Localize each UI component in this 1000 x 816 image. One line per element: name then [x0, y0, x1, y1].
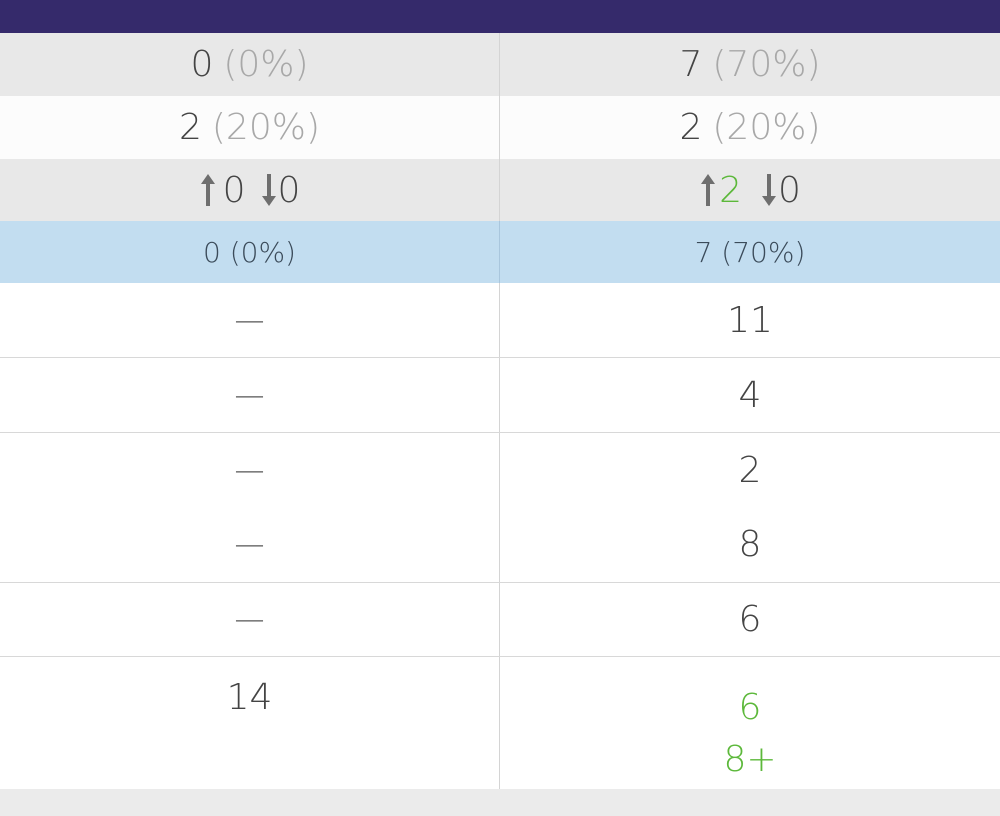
row3-right-cell: 2 0	[500, 159, 1000, 221]
table-row: — 4	[0, 358, 1000, 433]
row3-right-down-count: 0	[778, 169, 801, 211]
row1-right-percent: (70%)	[712, 44, 821, 85]
row8-left-cell: —	[0, 583, 500, 656]
arrow-up-icon	[701, 174, 716, 206]
row6-right-cell: 4	[738, 374, 762, 416]
row2-right-value: 2	[679, 107, 703, 148]
row2-left-value: 2	[178, 107, 202, 148]
table-row: 0 0 2 0	[0, 159, 1000, 221]
row3-right-up-count: 2	[719, 169, 742, 211]
row2-right-percent: (20%)	[712, 107, 821, 148]
row5-right-cell: 11	[727, 299, 773, 341]
row3-left-cell: 0 0	[0, 159, 500, 221]
arrow-up-icon	[200, 174, 215, 206]
arrow-down-icon	[261, 174, 276, 206]
row1-right-value: 7	[679, 44, 703, 85]
row1-right-cell: 7 (70%)	[500, 33, 1000, 96]
row9-right-cell: 6 8+	[500, 657, 1000, 789]
table-row: — 6	[0, 583, 1000, 657]
row7-right-bottom: 8	[738, 524, 762, 566]
row1-left-value: 0	[190, 44, 214, 85]
arrow-down-icon	[762, 174, 776, 206]
table-row: — — 2 8	[0, 433, 1000, 583]
row3-left-up-count: 0	[222, 169, 246, 211]
row1-left-percent: (0%)	[223, 44, 309, 85]
row8-right-cell: 6	[738, 599, 762, 640]
row7-left-cell: — —	[0, 433, 500, 582]
row2-left-cell: 2 (20%)	[0, 96, 500, 159]
table-row: 2 (20%) 2 (20%)	[0, 96, 1000, 159]
row7-left-top: —	[234, 452, 265, 488]
row6-left-cell: —	[0, 358, 500, 432]
row9-left-cell: 14	[0, 657, 500, 789]
row2-right-cell: 2 (20%)	[500, 96, 1000, 159]
row1-left-cell: 0 (0%)	[0, 33, 500, 96]
table-row: 0 (0%) 7 (70%)	[0, 33, 1000, 96]
table-row: 14 6 8+	[0, 657, 1000, 789]
row9-right-top: 6	[738, 686, 762, 728]
row4-right-cell: 7 (70%)	[694, 235, 806, 269]
header-bar	[0, 0, 1000, 33]
row7-left-bottom: —	[234, 527, 265, 563]
row9-right-bottom: 8+	[723, 738, 777, 780]
table-row: — 11	[0, 283, 1000, 358]
row3-left-down-count: 0	[277, 169, 301, 211]
row7-right-cell: 2 8	[500, 433, 1000, 582]
row5-left-cell: —	[0, 283, 500, 357]
row7-right-top: 2	[738, 449, 762, 491]
row2-left-percent: (20%)	[211, 107, 320, 148]
row4-left-cell: 0 (0%)	[0, 221, 500, 283]
table-row-highlighted: 0 (0%) 7 (70%)	[0, 221, 1000, 283]
